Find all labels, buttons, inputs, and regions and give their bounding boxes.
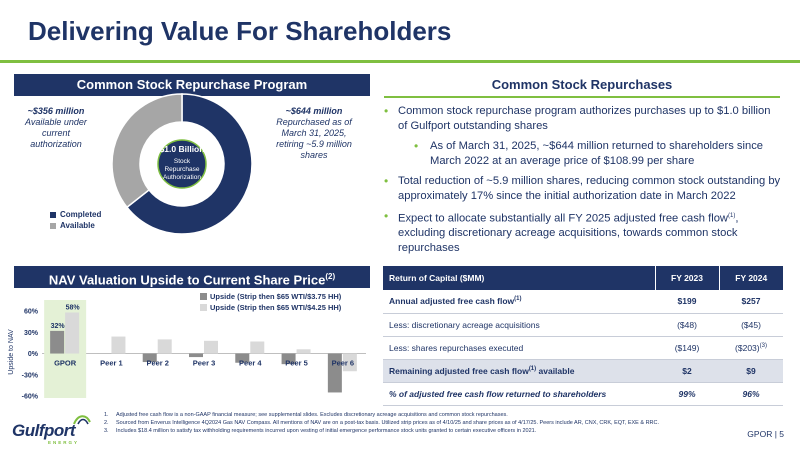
nav-legend-swatch-1 xyxy=(200,293,207,300)
nav-bar-gpor-s1 xyxy=(50,330,65,354)
title-divider xyxy=(0,60,800,63)
completed-note: ~$644 million Repurchased as of March 31… xyxy=(276,106,352,160)
nav-category-label: Peer 5 xyxy=(285,359,308,368)
footnote-1: 1. Adjusted free cash flow is a non-GAAP … xyxy=(104,412,508,418)
nav-bar-peer-5-s1 xyxy=(281,353,296,365)
bullet-authorization: Common stock repurchase program authoriz… xyxy=(382,104,782,133)
nav-upside-chart: 60% 30% 0% -30% -60% GPOR Peer 1 Peer 2 Peer 3 P… xyxy=(8,292,366,401)
bullet-share-reduction: Total reduction of ~5.9 million shares, … xyxy=(382,174,782,203)
nav-data-label-gpor-s2: 58% xyxy=(66,304,81,311)
nav-data-label-gpor-s1: 32% xyxy=(51,323,66,330)
nav-y-axis-label: Upside to NAV xyxy=(8,329,15,375)
nav-bar-peer-6-s2 xyxy=(342,353,357,372)
table-row: Less: shares repurchases executed ($149)… xyxy=(383,336,783,360)
nav-header: NAV Valuation Upside to Current Share Pr… xyxy=(14,266,370,288)
nav-bar-gpor-s2 xyxy=(65,312,80,354)
table-row: Annual adjusted free cash flow(1) $199 $… xyxy=(383,290,783,314)
gulfport-logo: Gulfport xyxy=(12,421,76,440)
nav-category-label: Peer 4 xyxy=(239,359,262,368)
table-header-label: Return of Capital ($MM) xyxy=(383,266,656,290)
table-row: % of adjusted free cash flow returned to… xyxy=(383,382,783,406)
return-of-capital-table: Return of Capital ($MM) FY 2023 FY 2024 … xyxy=(383,266,783,406)
repurchase-program-header: Common Stock Repurchase Program xyxy=(14,74,370,96)
table-row: Remaining adjusted free cash flow(1) ava… xyxy=(383,359,783,383)
nav-category-label: Peer 3 xyxy=(193,359,216,368)
nav-legend-label-1: Upside (Strip then $65 WTI/$3.75 HH) xyxy=(210,292,342,301)
nav-bar-peer-1-s2 xyxy=(111,336,126,354)
donut-slice-completed xyxy=(125,93,253,235)
table-row: Less: discretionary acreage acquisitions… xyxy=(383,313,783,337)
page-number: GPOR | 5 xyxy=(747,429,784,439)
table-header-fy2023: FY 2023 xyxy=(655,266,720,290)
footnote-2: 2. Sourced from Enverus Intelligence 4Q20… xyxy=(104,420,660,426)
nav-category-label: Peer 2 xyxy=(146,359,169,368)
nav-y-tick: 30% xyxy=(24,330,39,337)
nav-y-tick: -30% xyxy=(22,372,39,379)
footnotes: 1. Adjusted free cash flow is a non-GAAP … xyxy=(104,411,714,435)
bullet-allocation: Expect to allocate substantially all FY … xyxy=(382,209,782,255)
table-header-fy2024: FY 2024 xyxy=(719,266,783,290)
legend-completed-swatch xyxy=(50,211,56,218)
gulfport-logo-icon xyxy=(73,415,91,425)
nav-legend-label-2: Upside (Strip then $65 WTI/$4.25 HH) xyxy=(210,303,342,312)
available-note: ~$356 million Available under current au… xyxy=(25,106,87,149)
repurchases-header: Common Stock Repurchases xyxy=(491,77,673,92)
repurchases-header-rule xyxy=(384,96,780,98)
nav-legend-swatch-2 xyxy=(200,304,207,311)
nav-bar-peer-3-s2 xyxy=(204,340,218,354)
footnote-3: 3. Includes $18.4 million to satisfy tax … xyxy=(104,428,537,434)
nav-y-tick: -60% xyxy=(22,394,39,401)
bullet-returned: As of March 31, 2025, ~$644 million retu… xyxy=(382,139,782,168)
nav-bar-peer-5-s2 xyxy=(296,349,311,354)
nav-bar-peer-2-s1 xyxy=(142,353,157,363)
donut-slice-available xyxy=(111,93,183,209)
page-title: Delivering Value For Shareholders xyxy=(28,16,452,46)
nav-bar-peer-4-s2 xyxy=(250,341,265,354)
nav-category-label: Peer 1 xyxy=(100,359,123,368)
repurchases-bullets: Common stock repurchase program authoriz… xyxy=(382,104,782,261)
donut-center-badge xyxy=(157,139,207,189)
nav-category-label: Peer 6 xyxy=(332,359,355,368)
nav-y-tick: 60% xyxy=(24,309,39,316)
nav-bar-peer-3-s1 xyxy=(189,353,203,358)
repurchase-donut-chart: $1.0 Billion Stock Repurchase Authorizat… xyxy=(111,93,253,235)
donut-center-value: $1.0 Billion xyxy=(160,144,205,154)
legend-available-swatch xyxy=(50,222,56,229)
nav-bar-peer-6-s1 xyxy=(327,353,342,393)
donut-center-line1: Stock xyxy=(174,158,191,165)
gulfport-logo-sub: ENERGY xyxy=(48,440,80,445)
nav-category-label: GPOR xyxy=(54,359,77,368)
legend-completed: Completed xyxy=(50,210,101,219)
legend-available: Available xyxy=(50,221,95,230)
nav-bar-peer-4-s1 xyxy=(235,353,250,363)
donut-center-line2: Repurchase xyxy=(164,166,199,173)
nav-y-tick: 0% xyxy=(28,351,39,358)
nav-bar-peer-2-s2 xyxy=(157,339,172,354)
donut-center-line3: Authorization xyxy=(163,174,201,181)
